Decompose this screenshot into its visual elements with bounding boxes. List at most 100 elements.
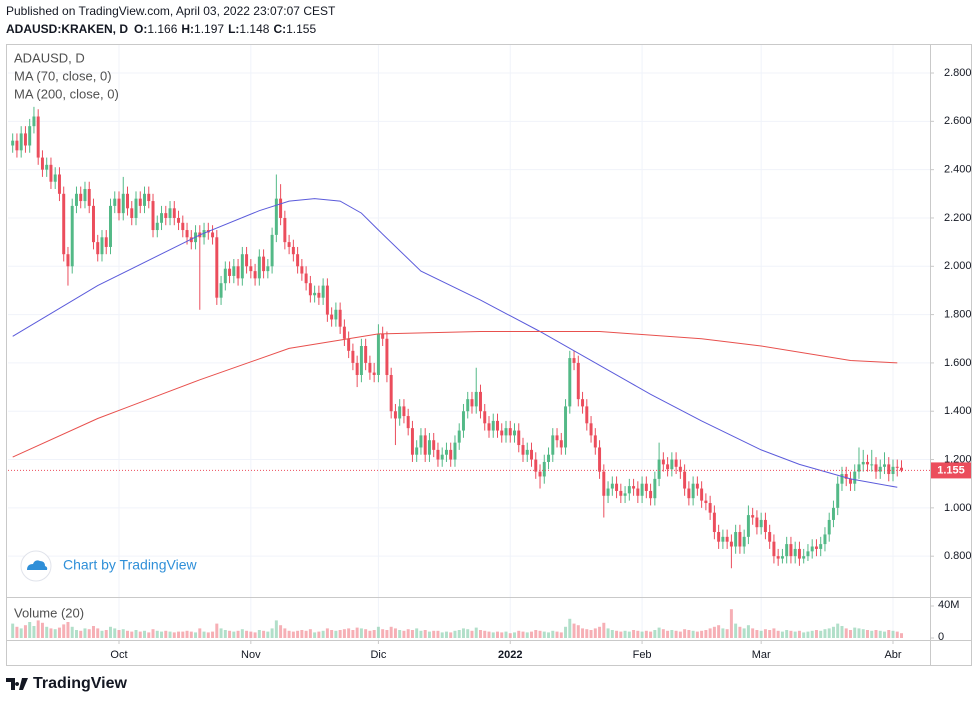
- volume-bar: [474, 627, 478, 638]
- volume-bar: [530, 631, 534, 638]
- candle-body: [887, 464, 891, 475]
- candle-body: [79, 193, 83, 202]
- chart-frame: [6, 44, 972, 666]
- candle-body: [15, 140, 19, 151]
- candle-body: [215, 237, 219, 298]
- volume-bar: [168, 631, 172, 638]
- candle-body: [359, 346, 363, 375]
- x-tick-label: Oct: [110, 649, 127, 661]
- candle-body: [632, 486, 636, 489]
- volume-bar: [661, 629, 665, 638]
- candle-body: [279, 198, 283, 218]
- y-tick-label: 2.400: [944, 164, 972, 176]
- volume-bar: [551, 630, 555, 638]
- candle-body: [551, 435, 555, 455]
- candle-body: [415, 447, 419, 455]
- volume-bar: [291, 631, 295, 638]
- candle-body: [751, 515, 755, 518]
- candle-body: [253, 271, 257, 279]
- volume-bar: [355, 627, 359, 638]
- volume-bar: [538, 630, 542, 638]
- candle-body: [87, 188, 91, 206]
- candle-body: [138, 198, 142, 206]
- volume-bar: [198, 628, 202, 638]
- volume-bar: [619, 631, 623, 638]
- candle-body: [151, 201, 155, 231]
- volume-bar: [32, 626, 36, 638]
- candle-body: [772, 541, 776, 557]
- y-tick-label: 2.800: [944, 67, 972, 79]
- candle-body: [104, 237, 108, 247]
- volume-bar: [270, 628, 274, 638]
- candle-body: [691, 483, 695, 499]
- volume-bar: [848, 630, 852, 638]
- candle-body: [857, 464, 861, 472]
- candle-body: [653, 478, 657, 499]
- candle-body: [177, 217, 181, 223]
- candle-body: [172, 208, 176, 218]
- y-tick-label: 2.600: [944, 115, 972, 127]
- candle-body: [419, 435, 423, 448]
- volume-bar: [453, 630, 457, 638]
- candle-body: [228, 268, 232, 276]
- candle-body: [491, 420, 495, 431]
- volume-bar: [308, 629, 312, 638]
- volume-bar: [496, 631, 499, 638]
- volume-bar: [623, 630, 627, 638]
- volume-bar: [717, 625, 721, 638]
- candle-body: [342, 326, 346, 339]
- candle-body: [321, 285, 325, 298]
- volume-bar: [287, 630, 291, 638]
- candle-body: [797, 548, 801, 559]
- volume-bar: [853, 627, 857, 638]
- volume-bar: [827, 628, 831, 638]
- candle-body: [57, 174, 61, 194]
- volume-bar: [79, 630, 83, 638]
- x-tick-label: Nov: [241, 649, 261, 661]
- volume-bar: [861, 629, 865, 638]
- volume-bar: [725, 629, 729, 638]
- candle-body: [70, 205, 74, 267]
- candle-body: [865, 461, 869, 465]
- volume-bar: [483, 630, 487, 638]
- volume-bar: [96, 628, 100, 638]
- volume-bar: [806, 631, 810, 638]
- candle-body: [721, 536, 725, 542]
- candle-body: [776, 556, 780, 559]
- candle-body: [780, 556, 784, 559]
- volume-bar: [568, 618, 572, 638]
- candle-body: [704, 500, 708, 504]
- volume-bar: [253, 632, 257, 638]
- candle-body: [219, 283, 223, 298]
- volume-bar: [172, 632, 176, 638]
- volume-bar: [632, 630, 636, 638]
- legend-volume: Volume (20): [14, 605, 84, 620]
- volume-bar: [491, 632, 495, 638]
- volume-bar: [755, 630, 759, 638]
- candle-body: [606, 488, 610, 496]
- volume-bar: [402, 630, 406, 638]
- ohlc-label: L:: [228, 22, 239, 36]
- candle-body: [487, 423, 491, 431]
- volume-bar: [797, 630, 801, 638]
- volume-bar: [134, 630, 138, 638]
- candle-body: [100, 237, 104, 255]
- candle-body: [185, 230, 189, 238]
- volume-bar: [457, 630, 461, 638]
- x-tick-label: 2022: [498, 649, 522, 661]
- logo-text: TradingView: [33, 675, 128, 692]
- candle-body: [325, 285, 329, 315]
- volume-bar: [117, 630, 121, 638]
- volume-bar: [74, 630, 78, 638]
- candle-body: [474, 391, 478, 407]
- volume-bar: [814, 630, 818, 638]
- volume-bar: [887, 630, 891, 638]
- candle-body: [147, 193, 151, 202]
- candle-body: [564, 406, 568, 448]
- volume-bar: [695, 631, 699, 638]
- volume-pane: [11, 609, 903, 638]
- candle-body: [126, 193, 129, 209]
- candle-body: [576, 362, 580, 400]
- volume-bar: [91, 626, 95, 638]
- candle-body: [364, 346, 368, 363]
